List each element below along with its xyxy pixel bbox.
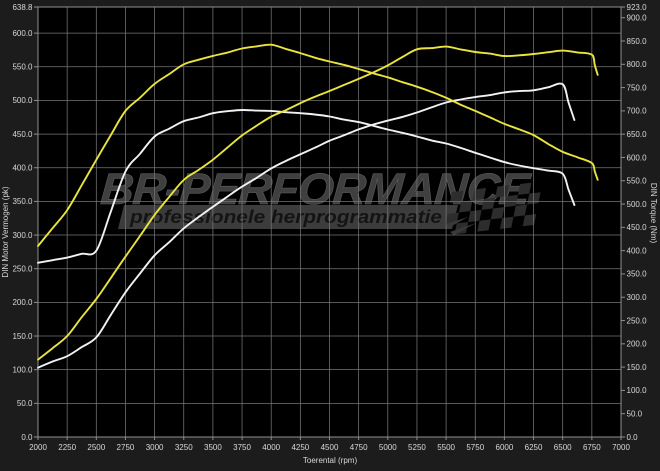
series-stock-torque [37, 109, 576, 264]
tick-marks [34, 6, 625, 440]
right-tick-label: 850.0 [627, 37, 648, 46]
right-tick-label: 200.0 [627, 340, 648, 349]
left-tick-label: 350.0 [12, 197, 33, 206]
right-tick-label: 450.0 [627, 223, 648, 232]
checkered-flag-icon [445, 182, 541, 235]
x-tick-label: 6000 [496, 443, 514, 452]
x-tick-label: 3750 [233, 443, 251, 452]
right-tick-label: 600.0 [627, 153, 648, 162]
left-tick-label: 100.0 [12, 365, 33, 374]
left-tick-label: 638.8 [12, 3, 33, 12]
x-tick-label: 3500 [204, 443, 222, 452]
x-tick-label: 5500 [437, 443, 455, 452]
dyno-curves [37, 43, 599, 369]
right-tick-label: 650.0 [627, 130, 648, 139]
left-tick-label: 200.0 [12, 298, 33, 307]
right-tick-label: 550.0 [627, 177, 648, 186]
right-tick-label: 100.0 [627, 386, 648, 395]
x-tick-label: 5000 [379, 443, 397, 452]
x-tick-label: 2750 [117, 443, 135, 452]
right-tick-label: 500.0 [627, 200, 648, 209]
tick-labels: 638.8 600.0 550.0 500.0 450.0 400.0 350.0 300.0… [12, 3, 647, 452]
x-tick-label: 7000 [612, 443, 630, 452]
left-axis-title: DIN Motor Vermogen (pk) [1, 186, 10, 277]
x-tick-label: 2500 [87, 443, 105, 452]
left-tick-label: 50.0 [17, 399, 33, 408]
x-tick-label: 2250 [58, 443, 76, 452]
right-tick-label: 923.0 [627, 3, 648, 12]
left-tick-label: 600.0 [12, 29, 33, 38]
right-tick-label: 700.0 [627, 107, 648, 116]
flag-swoosh [446, 217, 476, 235]
x-tick-label: 6500 [554, 443, 572, 452]
series-tuned-torque [37, 43, 599, 247]
x-tick-label: 4750 [350, 443, 368, 452]
x-tick-label: 2000 [29, 443, 47, 452]
x-tick-label: 6750 [583, 443, 601, 452]
right-axis-title: DIN Torque (Nm) [649, 183, 658, 244]
right-tick-label: 800.0 [627, 60, 648, 69]
right-tick-label: 400.0 [627, 246, 648, 255]
left-tick-label: 150.0 [12, 332, 33, 341]
left-tick-label: 400.0 [12, 164, 33, 173]
right-tick-label: 50.0 [627, 410, 643, 419]
right-tick-label: 250.0 [627, 316, 648, 325]
x-axis-title: Toerental (rpm) [303, 456, 358, 465]
watermark-tagline-text: professionele herprogrammatie [129, 207, 442, 227]
right-tick-label: 900.0 [627, 14, 648, 23]
watermark-tagline-bar [118, 205, 458, 229]
series-tuned-power [37, 45, 599, 361]
chart-grid [37, 6, 622, 438]
x-tick-label: 4250 [291, 443, 309, 452]
left-tick-label: 0.0 [21, 433, 33, 442]
series-stock-power [37, 82, 576, 369]
left-tick-label: 250.0 [12, 265, 33, 274]
right-tick-label: 350.0 [627, 270, 648, 279]
left-tick-label: 550.0 [12, 63, 33, 72]
left-tick-label: 450.0 [12, 130, 33, 139]
x-tick-label: 4000 [262, 443, 280, 452]
x-tick-label: 3000 [146, 443, 164, 452]
left-tick-label: 500.0 [12, 96, 33, 105]
left-tick-label: 300.0 [12, 231, 33, 240]
x-tick-label: 5250 [408, 443, 426, 452]
right-tick-label: 750.0 [627, 83, 648, 92]
x-tick-label: 3250 [175, 443, 193, 452]
right-tick-label: 300.0 [627, 293, 648, 302]
x-tick-label: 6250 [525, 443, 543, 452]
right-tick-label: 0.0 [627, 433, 639, 442]
x-tick-label: 5750 [466, 443, 484, 452]
x-tick-label: 4500 [321, 443, 339, 452]
right-tick-label: 150.0 [627, 363, 648, 372]
